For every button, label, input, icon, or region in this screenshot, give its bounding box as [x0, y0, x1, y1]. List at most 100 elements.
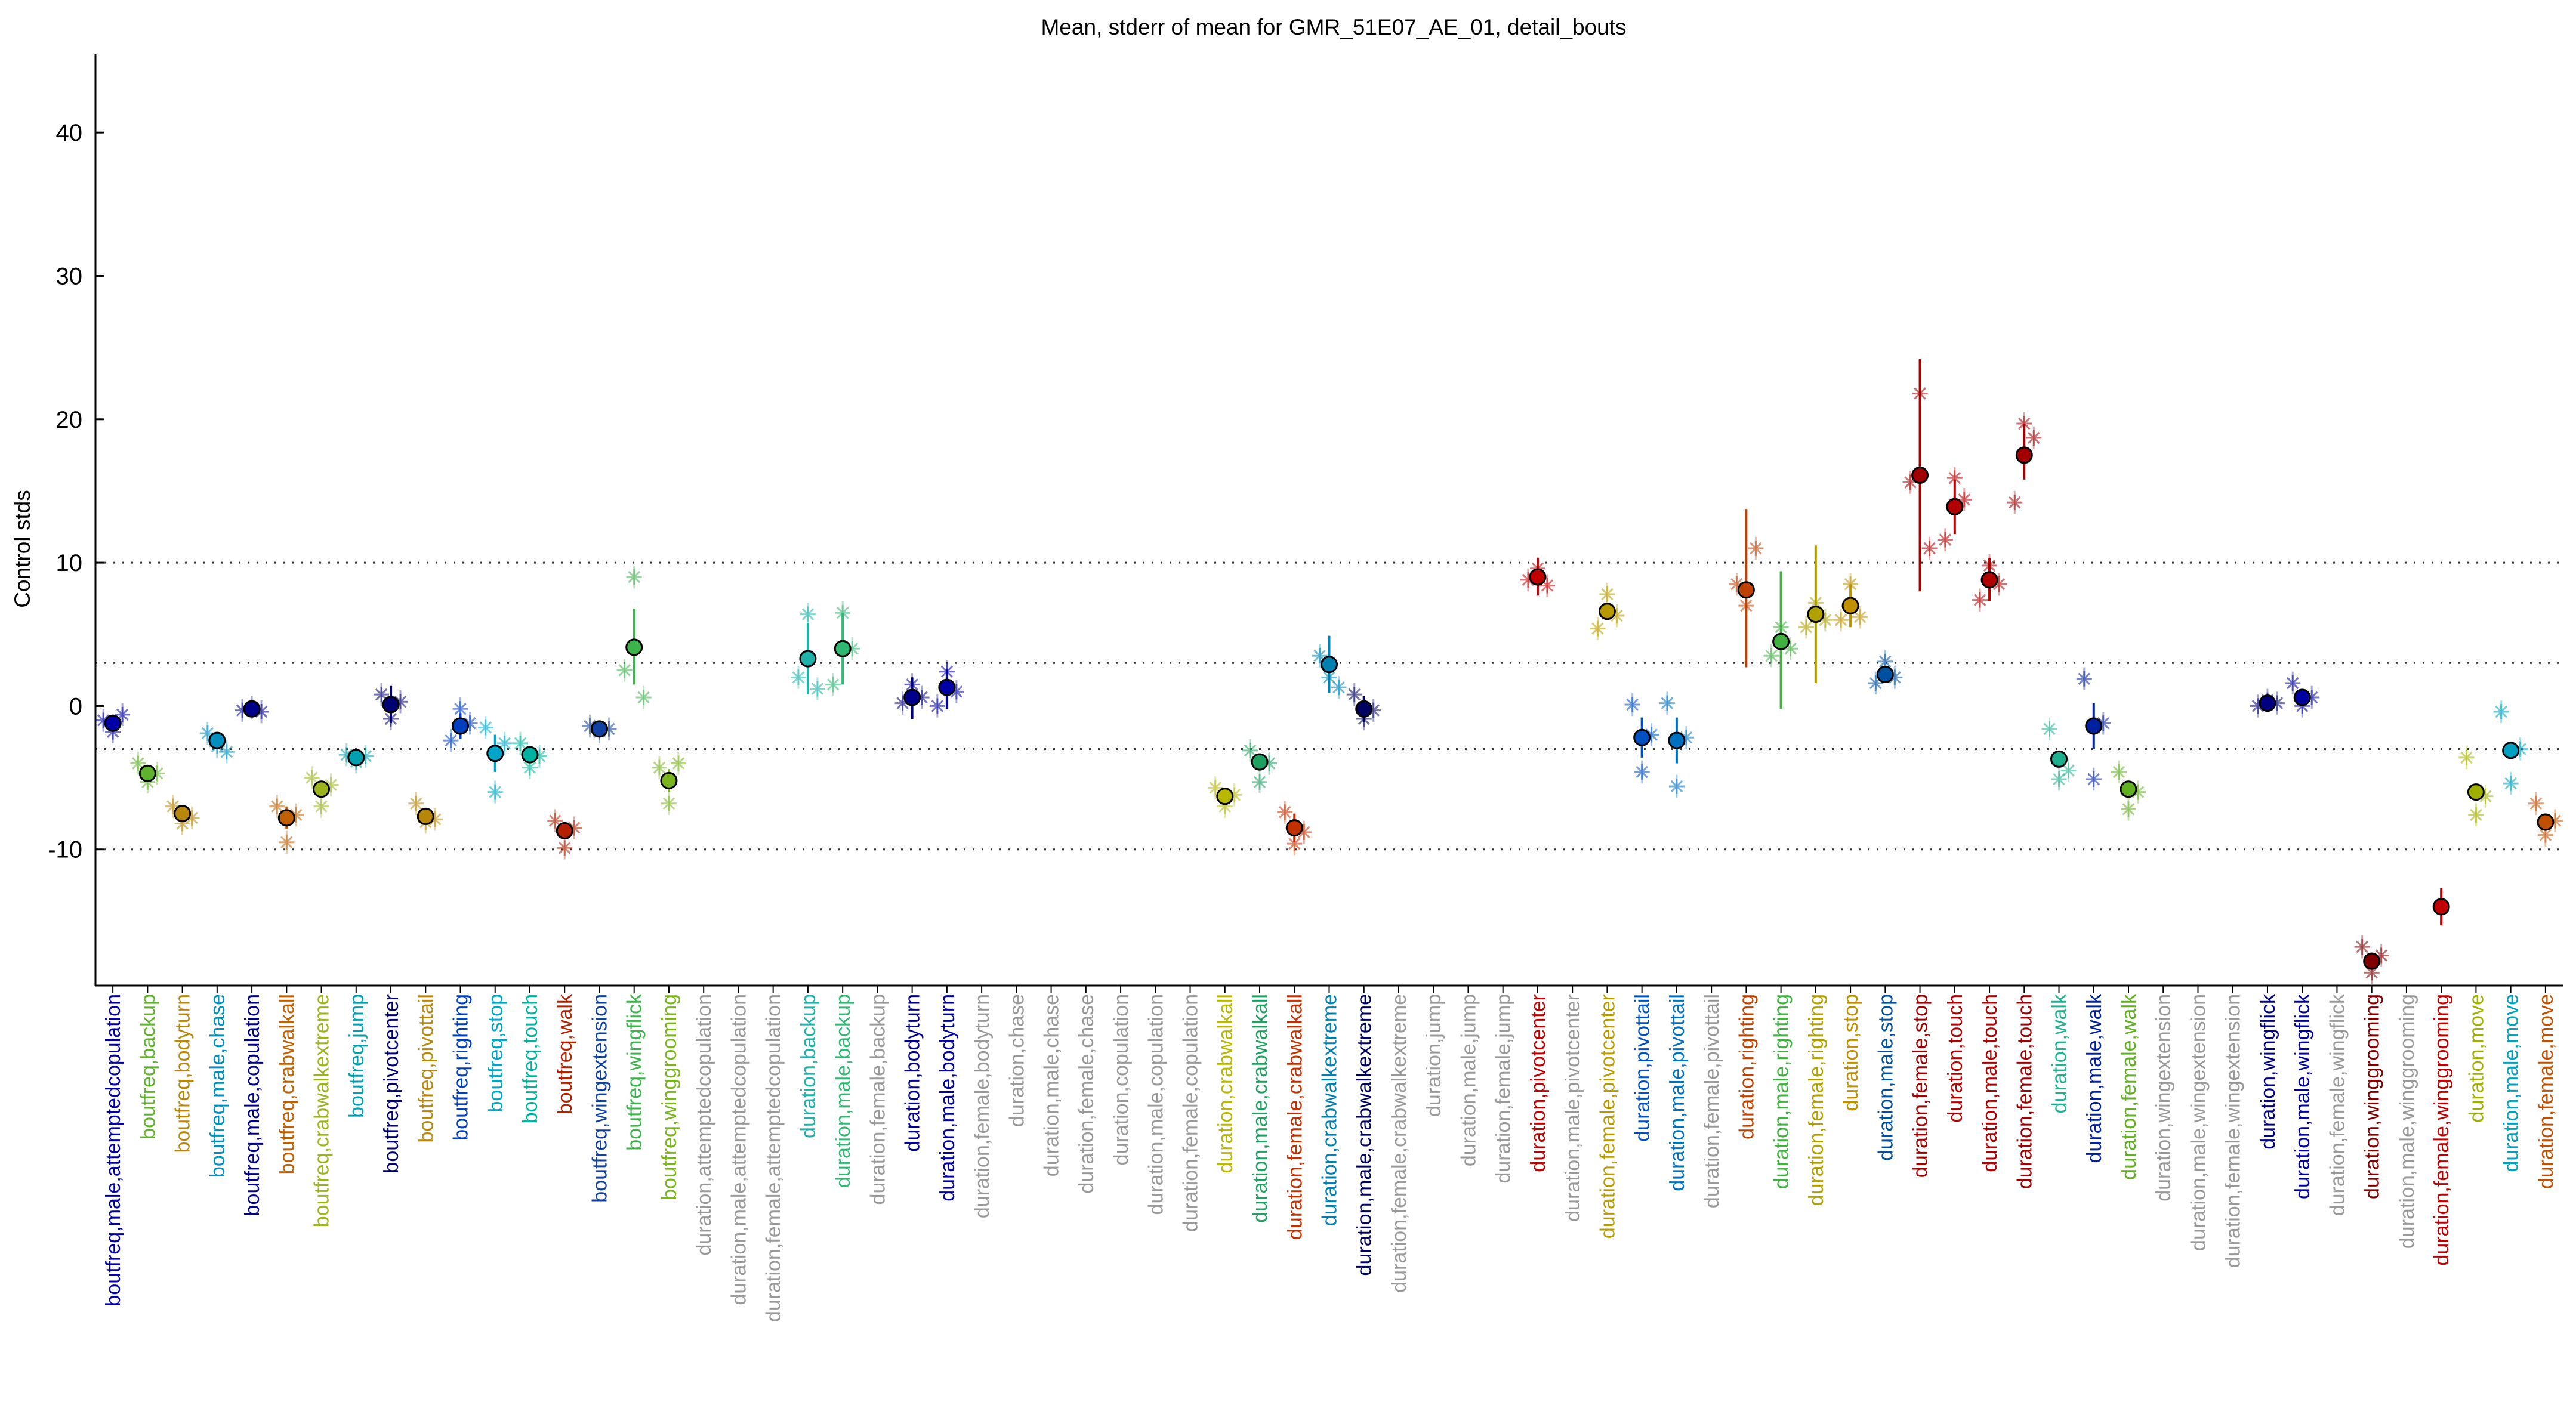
point-star-stroke: [1332, 681, 1345, 694]
mean-marker: [590, 720, 608, 738]
point-star-stroke: [1313, 650, 1326, 662]
x-tick-label: boutfreq,walk: [554, 993, 576, 1114]
mean-marker: [2363, 952, 2381, 970]
x-tick-labels: boutfreq,male,attemptedcopulation boutfre…: [102, 986, 2558, 1322]
point-star-stroke: [132, 757, 144, 770]
data-point-star: [1937, 532, 1953, 548]
point-star-stroke: [1765, 650, 1778, 662]
axes: [94, 54, 2563, 987]
data-point-star: [408, 795, 424, 811]
point-star-stroke: [2062, 764, 2075, 777]
data-point-star: [443, 733, 459, 749]
point-star-stroke: [1244, 744, 1257, 757]
mean-marker: [104, 714, 122, 732]
data-point-star: [496, 735, 513, 751]
point-star-stroke: [1879, 655, 1892, 668]
point-star-stroke: [201, 727, 214, 740]
data-point-star: [2060, 762, 2077, 779]
mean-marker: [1355, 700, 1373, 718]
point-star-stroke: [1591, 622, 1604, 635]
x-tick-label: duration,winggrooming: [2361, 994, 2384, 1199]
data-point-star: [1877, 653, 1893, 669]
x-tick-label: duration,female,touch: [2013, 994, 2036, 1189]
x-tick-label: boutfreq,jump: [345, 994, 368, 1118]
x-tick-label: duration,male,chase: [1041, 994, 1063, 1176]
data-point-star: [2121, 801, 2137, 817]
x-tick-label: boutfreq,stop: [485, 994, 507, 1112]
mean-marker: [521, 746, 539, 764]
data-point-star: [809, 681, 825, 697]
point-star-stroke: [1670, 780, 1683, 793]
point-star-stroke: [1253, 776, 1266, 789]
mean-marker: [2502, 742, 2520, 759]
y-tick-label: 20: [56, 407, 83, 433]
point-star-stroke: [1750, 542, 1762, 555]
mean-marker: [1321, 656, 1338, 674]
data-point-star: [557, 840, 573, 856]
data-point-star: [1590, 620, 1606, 637]
mean-marker: [1668, 731, 1686, 749]
y-tick-label: -10: [48, 837, 82, 863]
x-tick-label: duration,male,touch: [1979, 994, 2001, 1172]
data-point-star: [1277, 804, 1293, 820]
point-star-stroke: [498, 737, 511, 750]
x-tick-label: duration,female,crabwalkextreme: [1388, 994, 1411, 1293]
data-point-star: [1242, 742, 1258, 758]
point-star-stroke: [584, 719, 596, 733]
x-tick-label: duration,female,winggrooming: [2430, 994, 2453, 1265]
data-point-star: [661, 795, 677, 811]
x-tick-label: duration,female,chase: [1075, 994, 1098, 1194]
point-star-stroke: [2356, 940, 2368, 953]
x-tick-label: duration,female,crabwalkall: [1284, 994, 1306, 1240]
x-tick-label: duration,female,backup: [866, 994, 889, 1205]
data-point-star: [279, 834, 295, 850]
point-star-stroke: [2087, 773, 2100, 786]
x-tick-label: duration,copulation: [1110, 994, 1133, 1165]
point-star-stroke: [2043, 722, 2056, 736]
x-tick-label: duration,pivotcenter: [1527, 994, 1550, 1172]
x-tick-label: boutfreq,touch: [519, 994, 542, 1123]
data-point-star: [477, 719, 493, 736]
point-star-stroke: [1923, 542, 1936, 555]
data-point-star: [1252, 774, 1268, 790]
data-point-star: [1921, 541, 1938, 557]
mean-marker: [1911, 467, 1929, 484]
mean-marker: [2537, 813, 2555, 831]
point-star-stroke: [2122, 803, 2135, 816]
point-star-stroke: [340, 748, 353, 761]
data-point-star: [2111, 764, 2127, 780]
data-point-star: [2493, 704, 2509, 720]
point-star-stroke: [662, 797, 675, 810]
point-star-stroke: [410, 797, 422, 810]
point-star-stroke: [1298, 826, 1310, 839]
data-point-star: [2076, 671, 2092, 687]
x-tick-label: duration,jump: [1423, 994, 1445, 1117]
point-star-stroke: [2286, 677, 2299, 690]
point-star-stroke: [2470, 808, 2482, 822]
data-point-star: [2041, 721, 2057, 737]
point-star-stroke: [2529, 797, 2543, 810]
data-point-star: [2468, 807, 2484, 823]
point-star-stroke: [1784, 643, 1797, 655]
y-tick-label: 30: [56, 263, 83, 289]
data-point-star: [800, 606, 816, 622]
point-star-stroke: [375, 688, 388, 701]
data-point-star: [635, 689, 652, 705]
mean-marker: [1737, 581, 1755, 599]
data-point-star: [218, 744, 235, 760]
x-tick-label: duration,female,copulation: [1180, 994, 1202, 1232]
mean-marker: [452, 717, 470, 735]
mean-marker: [243, 700, 261, 718]
x-tick-label: duration,male,backup: [832, 994, 854, 1188]
point-star-stroke: [454, 702, 467, 715]
mean-marker: [138, 764, 156, 782]
mean-marker: [938, 678, 956, 696]
x-tick-label: boutfreq,winggrooming: [658, 994, 681, 1200]
x-tick-label: duration,male,crabwalkall: [1249, 994, 1272, 1223]
mean-marker: [382, 696, 400, 714]
data-point-star: [1624, 696, 1640, 712]
point-star-stroke: [255, 705, 268, 718]
y-tick-label: 0: [69, 693, 82, 719]
mean-marker: [2259, 694, 2276, 712]
